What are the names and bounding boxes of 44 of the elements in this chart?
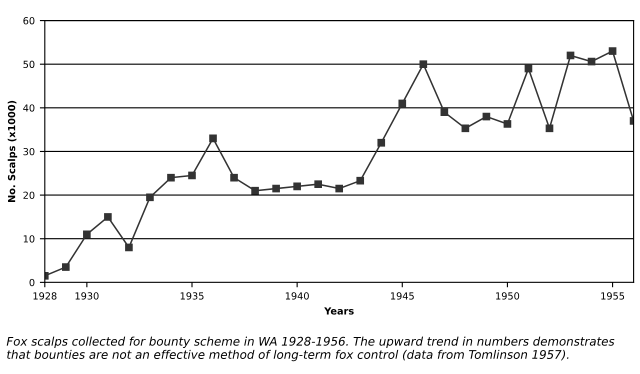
x-tick-label: 1945 — [390, 292, 414, 300]
point — [608, 47, 616, 55]
x-tick-label: 1928 — [33, 292, 57, 300]
point — [588, 58, 596, 66]
point — [504, 120, 512, 128]
x-axis-title: Years — [324, 307, 354, 315]
y-tick-label: 20 — [23, 192, 34, 199]
point — [524, 64, 532, 72]
point — [482, 112, 490, 120]
y-tick-label: 50 — [23, 60, 34, 68]
point — [251, 186, 259, 195]
point — [419, 60, 428, 68]
point — [104, 213, 112, 221]
point — [209, 134, 217, 142]
y-tick-label: 0 — [30, 278, 34, 286]
x-tick-label: 1940 — [286, 292, 309, 300]
y-tick-label: 40 — [23, 104, 34, 112]
point — [146, 193, 154, 202]
x-tick-label: 1950 — [496, 292, 520, 300]
point — [62, 263, 70, 271]
point — [167, 174, 175, 182]
text: Fox scalps collected for bounty scheme in WA 1928-1956. The upward trend in numbers demonstrates that bounties are not an effective method of long-term fox control (data from Tomlinson 1957). — [6, 336, 614, 362]
point — [440, 108, 448, 116]
point — [566, 52, 574, 60]
point — [356, 176, 364, 185]
y-tick-label: 60 — [23, 17, 34, 24]
point — [377, 138, 386, 147]
point — [83, 230, 91, 238]
point — [293, 182, 301, 190]
x-tick-label: 1930 — [76, 292, 99, 300]
y-tick-label: 10 — [24, 235, 34, 243]
point — [462, 124, 470, 132]
x-tick-label: 1955 — [601, 292, 624, 300]
y-axis-title: No. Scalps (x1000) — [8, 100, 18, 202]
y-tick-label: 30 — [23, 148, 34, 156]
point — [230, 174, 238, 182]
point — [546, 124, 554, 132]
point — [335, 184, 344, 192]
point — [188, 172, 196, 180]
point — [398, 100, 406, 108]
x-tick-label: 1935 — [180, 292, 204, 300]
point — [272, 184, 280, 192]
point — [125, 244, 133, 252]
point — [314, 180, 322, 188]
